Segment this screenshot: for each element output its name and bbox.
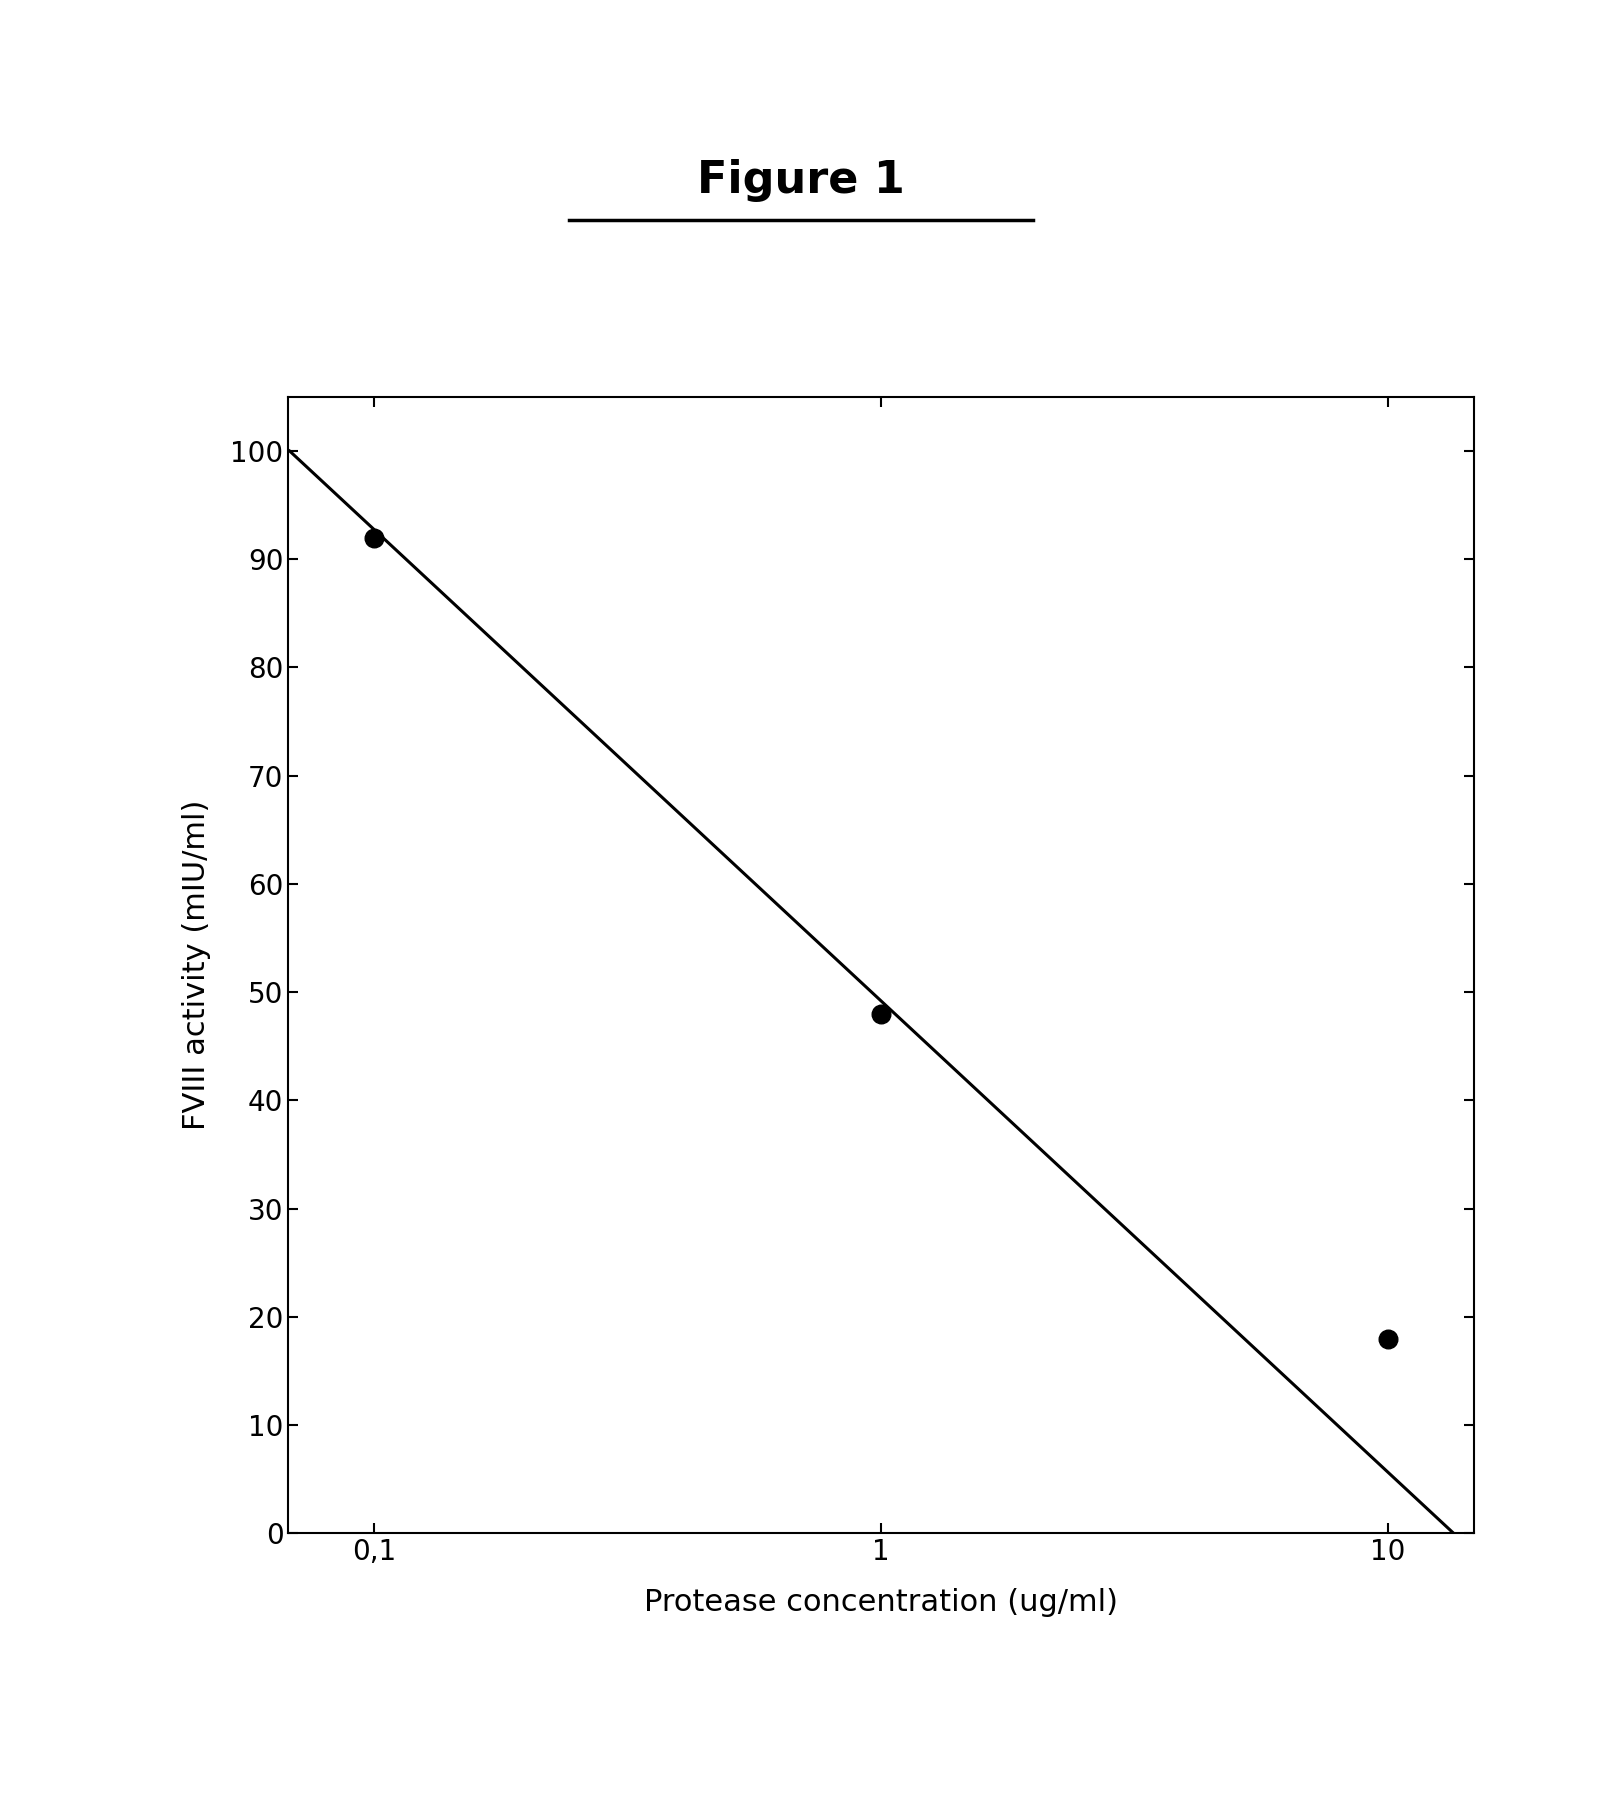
Text: Figure 1: Figure 1 (697, 159, 905, 202)
Point (868, 999, 894, 1028)
X-axis label: Protease concentration (ug/ml): Protease concentration (ug/ml) (644, 1589, 1118, 1618)
Point (362, 523, 388, 552)
Point (1375, 1324, 1400, 1353)
Y-axis label: FVIII activity (mIU/ml): FVIII activity (mIU/ml) (183, 799, 211, 1131)
